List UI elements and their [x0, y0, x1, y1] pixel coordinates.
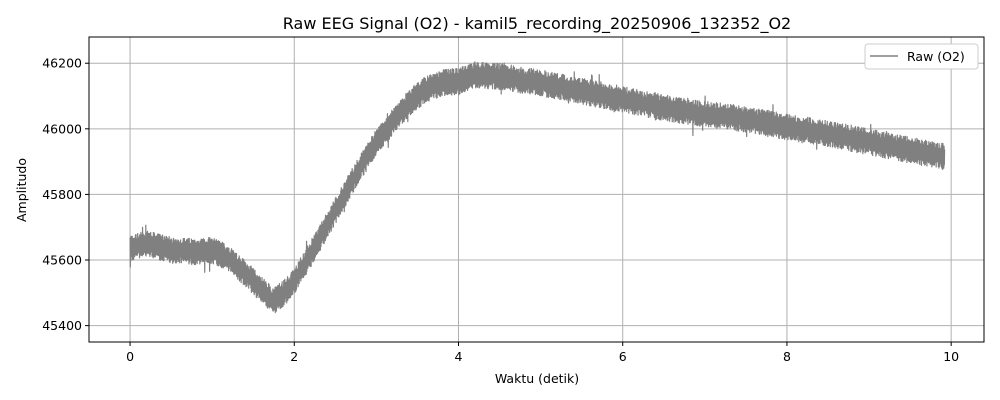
- y-axis-label: Amplitudo: [14, 158, 29, 222]
- x-tick-label: 4: [455, 349, 463, 364]
- legend-label-raw-o2: Raw (O2): [907, 49, 965, 64]
- x-tick-label: 0: [126, 349, 134, 364]
- legend: Raw (O2): [864, 43, 979, 70]
- x-tick-label: 6: [619, 349, 627, 364]
- y-tick-label: 45400: [42, 318, 82, 333]
- y-tick-label: 45600: [42, 253, 82, 268]
- legend-box: [864, 43, 979, 70]
- x-axis-label: Waktu (detik): [495, 371, 579, 386]
- y-tick-label: 46200: [42, 56, 82, 71]
- series-line-raw-o2: [129, 61, 946, 314]
- x-tick-label: 2: [290, 349, 298, 364]
- x-tick-label: 8: [783, 349, 791, 364]
- y-tick-label: 45800: [42, 187, 82, 202]
- chart-title: Raw EEG Signal (O2) - kamil5_recording_2…: [283, 14, 791, 34]
- y-tick-label: 46000: [42, 121, 82, 136]
- plot-area-frame: [88, 36, 985, 343]
- x-tick-label: 10: [943, 349, 959, 364]
